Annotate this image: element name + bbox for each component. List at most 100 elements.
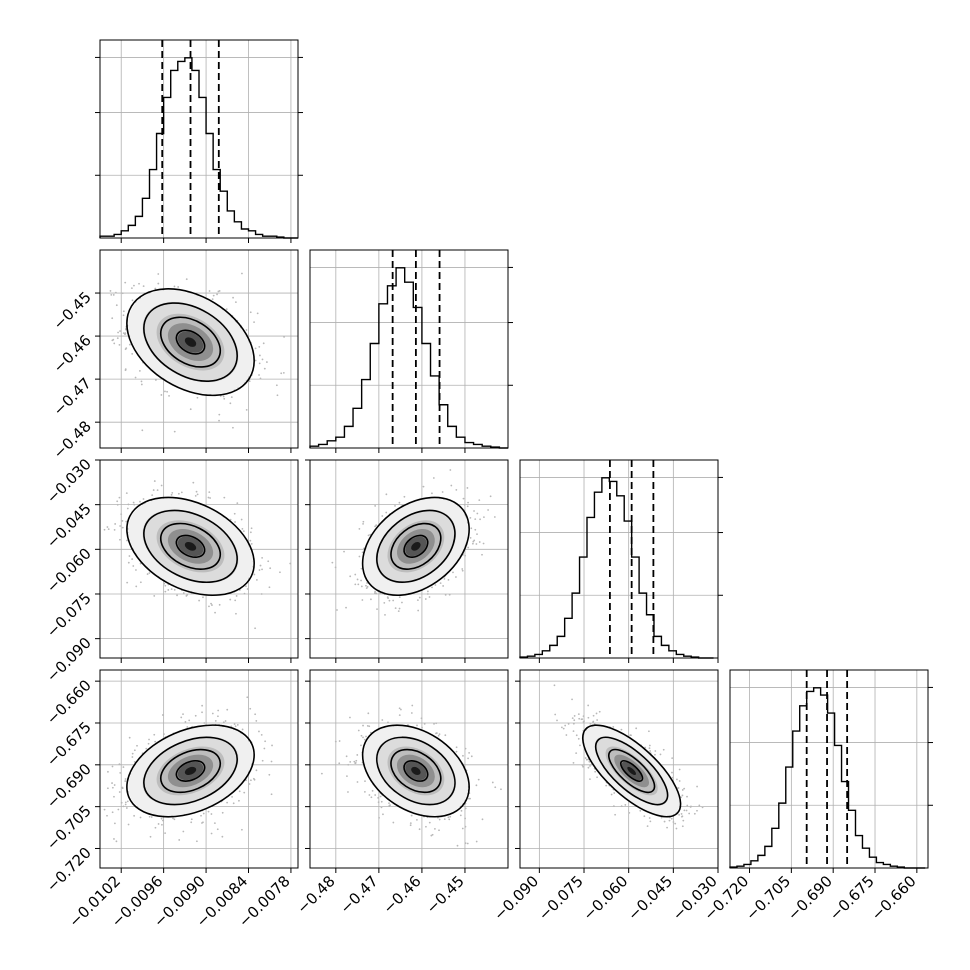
sample-point xyxy=(195,840,198,843)
sample-point xyxy=(464,825,467,828)
sample-point xyxy=(478,541,481,543)
sample-point xyxy=(136,744,138,747)
sample-point xyxy=(133,284,135,287)
sample-point xyxy=(241,527,244,530)
sample-point xyxy=(364,780,366,783)
sample-point xyxy=(131,756,134,758)
sample-point xyxy=(444,734,447,737)
sample-point xyxy=(218,290,221,292)
sample-point xyxy=(170,588,173,590)
sample-point xyxy=(152,489,155,491)
sample-point xyxy=(210,602,212,605)
sample-point xyxy=(162,733,165,735)
sample-point xyxy=(128,555,131,557)
sample-point xyxy=(111,339,114,342)
sample-point xyxy=(120,513,123,515)
x-tick-label: −0.46 xyxy=(380,872,425,917)
sample-point xyxy=(118,343,121,346)
sample-point xyxy=(347,763,350,766)
sample-point xyxy=(207,496,210,499)
sample-point xyxy=(282,371,285,374)
sample-point xyxy=(442,585,445,587)
sample-point xyxy=(250,542,253,545)
sample-point xyxy=(234,301,237,304)
sample-point xyxy=(331,561,334,564)
sample-point xyxy=(473,510,475,512)
sample-point xyxy=(138,282,140,285)
sample-point xyxy=(113,529,116,531)
sample-point xyxy=(212,294,215,297)
sample-point xyxy=(235,595,238,597)
sample-point xyxy=(128,343,131,346)
sample-point xyxy=(201,711,203,714)
sample-point xyxy=(431,492,433,495)
sample-point xyxy=(114,523,117,525)
sample-point xyxy=(417,609,420,612)
sample-point xyxy=(385,493,388,496)
x-tick-label: −0.675 xyxy=(826,872,878,924)
scatter-0-2-frame xyxy=(99,459,299,659)
sample-point xyxy=(338,740,341,742)
sample-point xyxy=(110,293,113,296)
sample-point xyxy=(360,744,362,747)
sample-point xyxy=(118,496,121,499)
sample-point xyxy=(349,716,351,719)
sample-point xyxy=(262,342,265,345)
sample-point xyxy=(133,503,136,506)
sample-point xyxy=(320,772,323,775)
sample-point xyxy=(683,787,686,790)
density-level xyxy=(411,766,421,776)
sample-point xyxy=(477,778,480,781)
sample-point xyxy=(113,784,116,786)
sample-point xyxy=(186,726,189,728)
sample-point xyxy=(195,490,198,493)
sample-point xyxy=(214,720,217,722)
sample-point xyxy=(116,337,119,340)
sample-point xyxy=(463,503,466,506)
sample-point xyxy=(582,765,584,768)
sample-point xyxy=(121,787,124,790)
sample-point xyxy=(418,828,421,831)
sample-point xyxy=(241,728,244,731)
sample-point xyxy=(358,555,361,558)
sample-point xyxy=(376,608,378,611)
sample-point xyxy=(410,814,413,817)
sample-point xyxy=(131,299,134,302)
sample-point xyxy=(268,586,271,589)
sample-point xyxy=(120,801,123,804)
sample-point xyxy=(368,794,371,796)
sample-point xyxy=(106,814,108,817)
sample-point xyxy=(254,627,257,630)
sample-point xyxy=(438,829,440,832)
sample-point xyxy=(242,530,245,533)
sample-point xyxy=(438,818,441,821)
sample-point xyxy=(386,596,389,599)
sample-point xyxy=(140,383,143,386)
sample-point xyxy=(366,724,369,727)
sample-point xyxy=(377,801,380,804)
sample-point xyxy=(356,754,359,756)
sample-point xyxy=(154,826,157,829)
sample-point xyxy=(253,573,256,576)
sample-point xyxy=(261,568,263,571)
sample-point xyxy=(161,714,164,716)
sample-point xyxy=(223,496,226,499)
sample-point xyxy=(450,484,453,487)
sample-point xyxy=(124,328,127,331)
sample-point xyxy=(381,719,384,721)
sample-point xyxy=(240,518,243,521)
sample-point xyxy=(119,330,121,332)
sample-point xyxy=(441,491,444,493)
sample-point xyxy=(434,584,437,586)
sample-point xyxy=(374,794,377,796)
sample-point xyxy=(424,598,427,600)
sample-point xyxy=(368,725,371,728)
sample-point xyxy=(592,714,595,717)
sample-point xyxy=(409,824,412,827)
sample-point xyxy=(141,429,144,432)
sample-point xyxy=(470,755,473,758)
sample-point xyxy=(135,585,138,588)
sample-point xyxy=(115,840,118,843)
sample-point xyxy=(202,596,204,599)
sample-point xyxy=(421,726,423,729)
